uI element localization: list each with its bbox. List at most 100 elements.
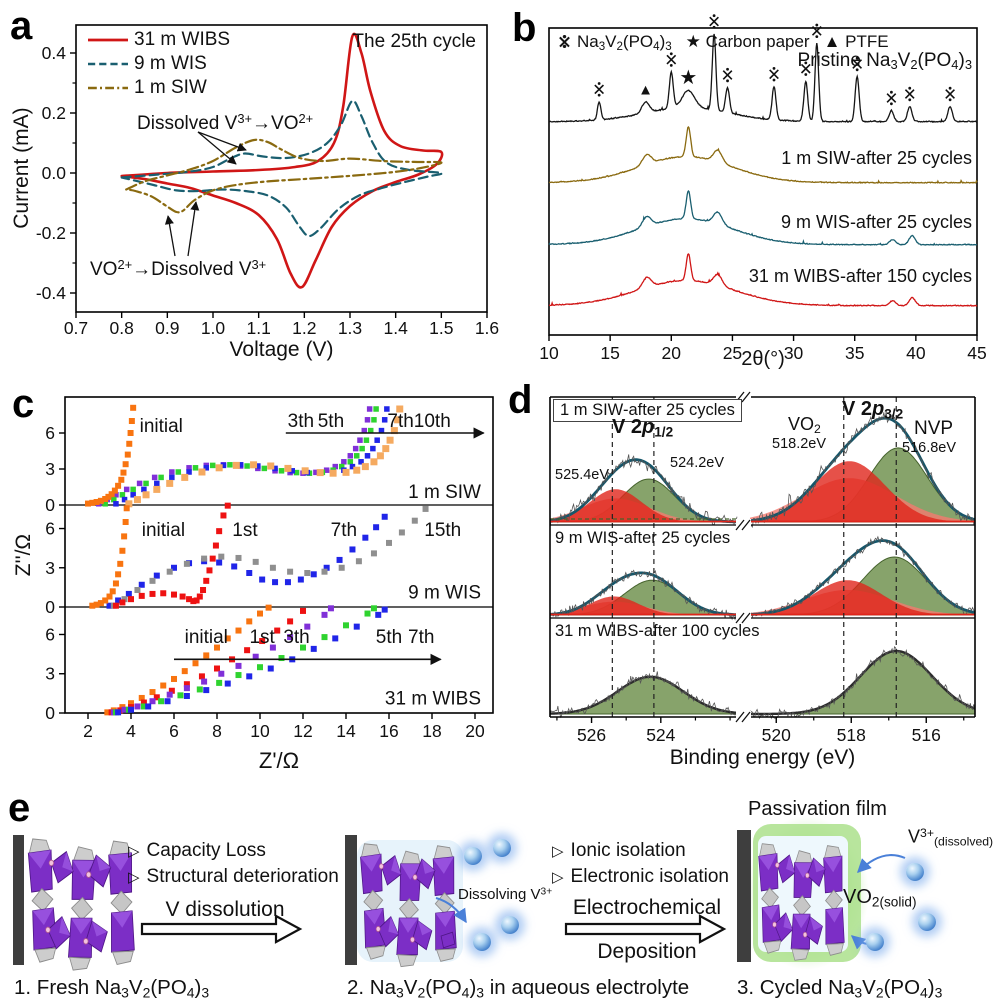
cv-chart: 0.7 0.8 0.9 1.0 1.1 1.2 1.3 1.4 1.5 1.6 -0.4 -0.2 0.… (36, 24, 499, 338)
data-point (127, 430, 134, 436)
tick-label: 1.0 (201, 318, 226, 338)
data-point (181, 473, 189, 481)
data-point (378, 427, 385, 434)
xps-subpanel (549, 645, 976, 720)
arrowhead-bullet-icon: ▷ (128, 868, 140, 886)
data-point (332, 635, 339, 642)
tick-label: initial (140, 416, 183, 437)
xps-envelope (749, 539, 976, 616)
annotation-arrow (197, 131, 237, 165)
trace-label-siw: 1 m SIW-after 25 cycles (781, 148, 972, 168)
data-point (196, 686, 203, 693)
reference-mark-icon (594, 82, 605, 97)
data-point (257, 664, 263, 671)
v-ion-sphere (473, 933, 491, 951)
panel-letter-a: a (10, 4, 33, 48)
data-point (168, 687, 175, 694)
arrowhead-bullet-icon: ▷ (552, 843, 564, 860)
tick-label: 10 (250, 721, 270, 741)
data-point (396, 405, 404, 413)
data-point (89, 602, 96, 609)
data-point (192, 660, 199, 667)
bullet-capacity-loss: ▷ Capacity Loss (128, 840, 266, 861)
data-point (138, 581, 145, 588)
data-point (175, 469, 182, 475)
data-point (224, 680, 231, 687)
data-point (158, 474, 164, 481)
process-arrow-deposition (564, 914, 727, 944)
cv-curve (120, 99, 443, 238)
data-point (121, 533, 128, 540)
data-point (373, 524, 380, 531)
data-point (166, 479, 174, 487)
data-point (158, 698, 165, 705)
data-point (102, 496, 109, 502)
data-point (267, 665, 274, 672)
data-point (381, 513, 388, 520)
eis-subpanel-9-m-WIS (89, 502, 429, 609)
data-point (422, 505, 429, 512)
data-point (355, 558, 362, 565)
crystal-fragment (440, 931, 456, 949)
v-ion-sphere (501, 916, 519, 934)
data-point (224, 502, 231, 509)
subpanel-title-siw: 1 m SIW-after 25 cycles (553, 399, 742, 422)
tick-label: 0.8 (110, 318, 134, 338)
tick-label: 520 (762, 725, 791, 745)
data-point (212, 542, 219, 549)
data-point (367, 427, 374, 434)
tick-label: 3th (283, 627, 309, 648)
data-point (203, 577, 210, 584)
data-point (121, 596, 128, 603)
data-point (224, 635, 231, 642)
tick-label: 0 (45, 597, 55, 617)
electrode (737, 830, 751, 962)
data-point (164, 698, 171, 705)
data-point (269, 644, 276, 651)
reference-mark-icon (800, 61, 811, 76)
tick-label: 3 (45, 664, 55, 684)
data-point (123, 505, 130, 512)
tick-label: 5th (318, 411, 344, 432)
data-point (272, 465, 278, 472)
tick-label: 5th (376, 627, 402, 648)
x-axis-label: Voltage (V) (229, 338, 334, 361)
data-point (138, 592, 145, 599)
legend-item-wis: 9 m WIS (134, 53, 207, 74)
data-point (166, 568, 173, 575)
data-point (235, 627, 242, 634)
data-point (384, 406, 390, 412)
xrd-legend: Na3V2(PO4)3 ★ Carbon paper ▲ PTFE (558, 32, 889, 54)
reference-mark-icon (945, 86, 955, 102)
peak-ev-5242: 524.2eV (670, 455, 725, 471)
data-point (300, 607, 306, 614)
data-point (343, 622, 349, 629)
data-point (171, 564, 177, 571)
tick-label: 35 (845, 343, 864, 363)
data-point (196, 593, 203, 600)
data-point (297, 576, 304, 583)
data-point (166, 691, 173, 698)
panel-letter-e: e (8, 786, 31, 830)
data-point (169, 474, 175, 481)
data-point (304, 570, 311, 576)
tick-label: 1.2 (292, 318, 316, 338)
tick-label: -0.4 (36, 283, 66, 303)
annotation-arrow (187, 201, 200, 257)
data-point (97, 600, 104, 607)
arrow1-label: V dissolution (165, 898, 285, 921)
panel-eis: 2 4 6 8 10 12 14 16 18 20 0 3 6 initial 3th 5th 7th10th 1… (0, 370, 500, 790)
xps-component (750, 461, 975, 522)
caption-aqueous: 2. Na3V2(PO4)3 in aqueous electrolyte (347, 976, 690, 1001)
data-point (349, 463, 356, 470)
data-point (186, 465, 192, 471)
data-point (313, 469, 319, 476)
data-point (329, 469, 337, 477)
data-point (215, 464, 223, 472)
data-point (125, 500, 133, 508)
data-point (93, 499, 100, 505)
data-point (171, 675, 177, 682)
data-point (227, 462, 233, 468)
data-point (321, 568, 328, 575)
